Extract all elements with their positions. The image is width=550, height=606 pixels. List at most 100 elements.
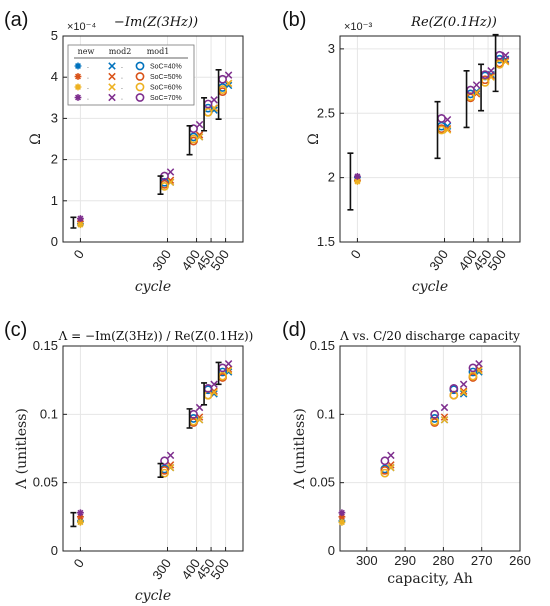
series-new (354, 172, 361, 185)
legend: new mod2 mod1.. SoC=40%.. SoC=50%.. SoC=60%..… (67, 44, 195, 106)
error-bar (215, 361, 222, 386)
y-tick-label: 0.05 (310, 475, 335, 490)
data-point (354, 178, 361, 185)
data-point (440, 416, 449, 424)
legend-marker-new (74, 73, 82, 80)
error-bar (215, 68, 222, 121)
plot-frame (339, 35, 521, 243)
x-tick-label: 0 (71, 556, 87, 571)
x-tick-label: 290 (394, 553, 416, 568)
x-tick-label: 500 (207, 247, 232, 273)
error-bar (492, 33, 499, 93)
panel-title: Λ vs. C/20 discharge capacity (339, 329, 520, 343)
data-point (77, 509, 84, 517)
data-point (338, 518, 346, 526)
series-new (77, 215, 84, 229)
legend-dot: . (87, 74, 89, 81)
legend-box (67, 44, 195, 106)
data-point (440, 413, 449, 421)
y-tick-label: 4 (51, 69, 58, 84)
panel-label: (b) (282, 9, 306, 31)
data-point (354, 172, 361, 180)
data-point (77, 518, 84, 526)
error-bar (186, 408, 193, 429)
y-tick-label: 2.5 (317, 105, 335, 120)
x-tick-label: 300 (149, 247, 174, 273)
axis-exponent: ×10⁻⁴ (67, 21, 96, 33)
data-point (430, 414, 440, 423)
error-bar (186, 125, 193, 156)
y-tick-label: 0.1 (317, 406, 335, 421)
error-bar (70, 216, 77, 229)
y-tick-label: 2 (51, 152, 58, 167)
data-point (77, 215, 84, 222)
error-bar (478, 63, 485, 112)
data-point (459, 388, 468, 397)
y-tick-label: 0.15 (33, 338, 58, 353)
panel-label: (d) (282, 319, 306, 341)
series-error-bars (70, 361, 222, 528)
error-bar (347, 152, 354, 211)
legend-marker-mod1 (135, 82, 145, 92)
error-bar (201, 97, 208, 132)
legend-marker-mod1 (135, 93, 145, 102)
y-tick-label: 1 (51, 193, 58, 208)
legend-dot: . (121, 63, 123, 70)
y-tick-label: 0 (51, 543, 58, 558)
plot-frame (62, 35, 244, 243)
legend-header: new (78, 47, 95, 56)
data-point (468, 371, 478, 381)
legend-marker-new (74, 83, 82, 91)
x-tick-label: 300 (426, 247, 451, 273)
data-point (338, 509, 346, 517)
data-point (338, 513, 346, 521)
legend-entry: SoC=70% (150, 95, 182, 102)
data-point (77, 513, 84, 521)
legend-marker-new (74, 62, 82, 70)
legend-header: mod1 (147, 47, 170, 56)
series-new (77, 509, 84, 526)
legend-dot: . (87, 63, 89, 70)
y-tick-label: 0.05 (33, 475, 58, 490)
data-point (440, 403, 449, 412)
legend-dot: . (121, 74, 123, 81)
panel-title: Re(Z(0.1Hz)) (410, 15, 497, 30)
series-mod1 (437, 50, 504, 135)
panel-label: (a) (4, 9, 28, 31)
x-tick-label: 300 (356, 553, 378, 568)
legend-entry: SoC=60% (150, 85, 182, 92)
series-mod2 (443, 51, 510, 134)
y-axis-label: Λ (unitless) (14, 408, 30, 490)
x-axis-label: cycle (135, 588, 171, 604)
x-tick-label: 260 (509, 553, 531, 568)
series-error-bars (70, 68, 222, 229)
legend-dot: . (87, 84, 89, 91)
x-tick-label: 0 (71, 247, 87, 262)
legend-marker-new (74, 94, 82, 101)
data-point (380, 468, 390, 478)
series-mod2 (387, 360, 483, 472)
data-point (430, 409, 440, 419)
error-bar (434, 100, 441, 160)
legend-dot: . (87, 95, 89, 102)
x-axis-label: capacity, Ah (387, 571, 473, 587)
y-tick-label: 0.15 (310, 338, 335, 353)
x-tick-label: 300 (149, 556, 174, 582)
error-bar (70, 511, 77, 528)
y-axis-label: Ω (306, 133, 322, 145)
data-point (468, 363, 478, 373)
y-tick-label: 0.1 (40, 406, 58, 421)
y-tick-label: 0 (51, 234, 58, 249)
legend-header: mod2 (109, 47, 132, 56)
x-tick-label: 280 (433, 553, 455, 568)
series-error-bars (347, 33, 499, 211)
panel-title: Λ = −Im(Z(3Hz)) / Re(Z(0.1Hz)) (58, 329, 254, 343)
data-point (387, 451, 395, 460)
x-axis-label: cycle (135, 279, 171, 295)
legend-entry: SoC=50% (150, 74, 182, 81)
legend-dot: . (121, 95, 123, 102)
data-point (449, 383, 459, 393)
data-point (459, 380, 468, 388)
